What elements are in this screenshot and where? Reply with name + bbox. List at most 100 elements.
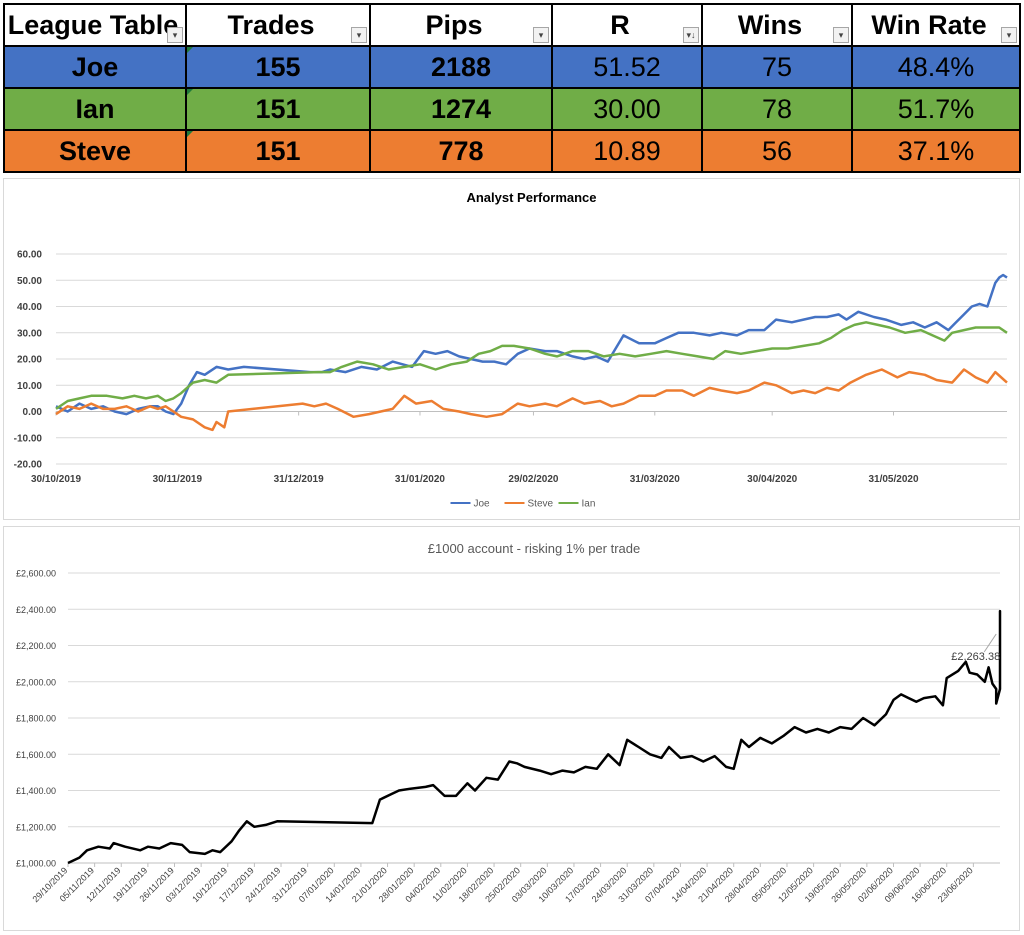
filter-dropdown-icon[interactable]: ▾ (533, 27, 549, 43)
header-wins: Wins ▾ (701, 3, 853, 47)
filter-dropdown-icon[interactable]: ▾ (167, 27, 183, 43)
annotation-label: £2,263.38 (951, 651, 1000, 663)
cell-trades[interactable]: 151 (185, 129, 371, 173)
header-label: League Table (7, 9, 179, 40)
y-tick-label: 30.00 (17, 328, 42, 339)
y-tick-label: 0.00 (23, 407, 43, 418)
filter-dropdown-icon[interactable]: ▾ (1001, 27, 1017, 43)
cell-text: 778 (438, 135, 484, 166)
chart-title: Analyst Performance (466, 190, 596, 205)
comment-indicator-icon (188, 90, 193, 95)
cell-text: Joe (71, 51, 119, 82)
header-label: R (610, 9, 630, 40)
x-tick-label: 30/11/2019 (153, 474, 203, 485)
cell-text: 1274 (430, 93, 492, 124)
cell-name[interactable]: Joe (3, 45, 187, 89)
chart-title: £1000 account - risking 1% per trade (428, 541, 640, 556)
header-win-rate: Win Rate ▾ (851, 3, 1021, 47)
x-tick-label: 30/10/2019 (31, 474, 81, 485)
cell-wins[interactable]: 78 (701, 87, 853, 131)
cell-text: 75 (761, 51, 793, 82)
cell-win-rate[interactable]: 37.1% (851, 129, 1021, 173)
y-tick-label: 20.00 (17, 355, 42, 366)
cell-text: 56 (761, 135, 793, 166)
y-tick-label: -20.00 (14, 460, 43, 471)
y-tick-label: £1,800.00 (16, 714, 56, 724)
cell-win-rate[interactable]: 51.7% (851, 87, 1021, 131)
table-row: Steve 151 778 10.89 56 37.1% (3, 129, 1021, 173)
filter-dropdown-icon[interactable]: ▾ (833, 27, 849, 43)
cell-wins[interactable]: 56 (701, 129, 853, 173)
series-line-joe (55, 273, 1008, 416)
header-trades: Trades ▾ (185, 3, 371, 47)
x-tick-label: 30/04/2020 (747, 474, 797, 485)
cell-pips[interactable]: 1274 (369, 87, 553, 131)
annotation-leader-line (983, 633, 997, 653)
header-label: Pips (425, 9, 483, 40)
legend-label: Joe (474, 499, 491, 510)
analyst-performance-chart[interactable]: Analyst Performance -20.00 -10.00 0.00 10.00… (3, 178, 1020, 520)
y-tick-label: £1,600.00 (16, 750, 56, 760)
cell-text: 78 (761, 93, 793, 124)
cell-name[interactable]: Ian (3, 87, 187, 131)
series-line-ian (55, 321, 1008, 410)
account-balance-chart[interactable]: £1000 account - risking 1% per trade £1,0… (3, 526, 1020, 931)
sort-arrow-icon: ↓ (691, 30, 696, 40)
y-tick-label: 40.00 (17, 302, 42, 313)
cell-text: 51.7% (897, 93, 975, 124)
account-balance-svg: £1000 account - risking 1% per trade £1,0… (16, 541, 1002, 904)
y-tick-label: 10.00 (17, 381, 42, 392)
cell-text: Steve (58, 135, 132, 166)
x-tick-label: 29/02/2020 (508, 474, 558, 485)
comment-indicator-icon (188, 48, 193, 53)
cell-trades[interactable]: 151 (185, 87, 371, 131)
cell-text: 155 (255, 51, 301, 82)
header-league-table: League Table ▾ (3, 3, 187, 47)
legend-label: Steve (528, 499, 554, 510)
comment-indicator-icon (188, 132, 193, 137)
cell-text: 48.4% (897, 51, 975, 82)
cell-text: 51.52 (593, 51, 661, 82)
y-tick-label: £1,000.00 (16, 859, 56, 869)
header-label: Trades (227, 9, 315, 40)
y-tick-label: £2,200.00 (16, 641, 56, 651)
cell-name[interactable]: Steve (3, 129, 187, 173)
header-label: Wins (737, 9, 803, 40)
league-table: League Table ▾ Trades ▾ Pips ▾ R ▾↓ Wins ▾ Wi… (3, 3, 1021, 173)
cell-r[interactable]: 10.89 (551, 129, 703, 173)
legend-label: Ian (582, 499, 596, 510)
cell-trades[interactable]: 155 (185, 45, 371, 89)
series-line-balance (67, 609, 1002, 865)
series-line-steve (55, 368, 1008, 432)
sort-descending-filter-icon[interactable]: ▾↓ (683, 27, 699, 43)
header-row: League Table ▾ Trades ▾ Pips ▾ R ▾↓ Wins ▾ Wi… (3, 3, 1021, 47)
x-tick-label: 31/12/2019 (274, 474, 324, 485)
x-tick-label: 31/01/2020 (395, 474, 445, 485)
analyst-performance-svg: Analyst Performance -20.00 -10.00 0.00 10.00… (14, 190, 1008, 510)
header-r: R ▾↓ (551, 3, 703, 47)
y-tick-label: £2,600.00 (16, 569, 56, 579)
x-tick-label: 31/05/2020 (868, 474, 918, 485)
cell-r[interactable]: 51.52 (551, 45, 703, 89)
y-tick-label: £2,000.00 (16, 677, 56, 687)
cell-wins[interactable]: 75 (701, 45, 853, 89)
cell-win-rate[interactable]: 48.4% (851, 45, 1021, 89)
cell-text: Ian (75, 93, 115, 124)
x-tick-label: 31/03/2020 (630, 474, 680, 485)
y-tick-label: £1,400.00 (16, 786, 56, 796)
y-tick-label: £2,400.00 (16, 605, 56, 615)
cell-r[interactable]: 30.00 (551, 87, 703, 131)
table-row: Ian 151 1274 30.00 78 51.7% (3, 87, 1021, 131)
y-tick-label: 50.00 (17, 276, 42, 287)
cell-pips[interactable]: 2188 (369, 45, 553, 89)
y-tick-label: -10.00 (14, 433, 43, 444)
y-tick-label: 60.00 (17, 250, 42, 261)
header-label: Win Rate (871, 9, 987, 40)
cell-pips[interactable]: 778 (369, 129, 553, 173)
filter-dropdown-icon[interactable]: ▾ (351, 27, 367, 43)
table-row: Joe 155 2188 51.52 75 48.4% (3, 45, 1021, 89)
header-pips: Pips ▾ (369, 3, 553, 47)
cell-text: 2188 (430, 51, 492, 82)
cell-text: 30.00 (593, 93, 661, 124)
y-tick-label: £1,200.00 (16, 822, 56, 832)
